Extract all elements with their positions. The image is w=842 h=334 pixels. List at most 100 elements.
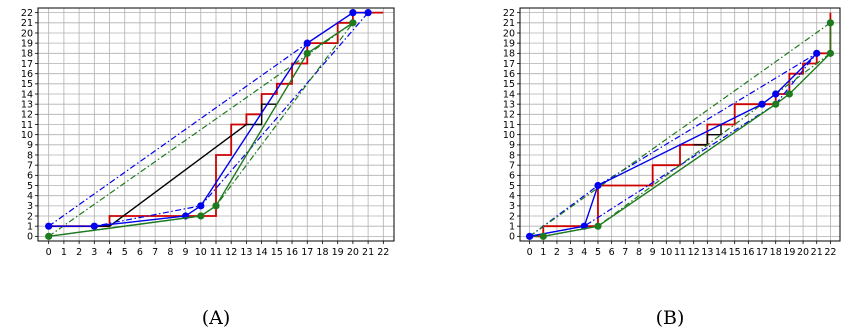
x-tick-label: 19 [332, 247, 344, 258]
y-tick-label: 9 [27, 140, 33, 151]
y-tick-label: 16 [503, 69, 515, 80]
y-tick-label: 3 [27, 201, 33, 212]
data-point-blue [45, 222, 53, 230]
x-tick-label: 14 [256, 247, 268, 258]
x-tick-label: 5 [595, 247, 601, 258]
x-tick-label: 14 [715, 247, 727, 258]
x-tick-label: 20 [347, 247, 359, 258]
y-tick-label: 12 [21, 110, 33, 121]
series-green-line [543, 22, 832, 238]
x-tick-label: 13 [240, 247, 252, 258]
x-tick-label: 0 [46, 247, 52, 258]
y-tick-label: 2 [509, 211, 515, 222]
y-tick-label: 7 [27, 160, 33, 171]
x-tick-label: 19 [783, 247, 795, 258]
x-tick-label: 18 [770, 247, 782, 258]
y-tick-label: 0 [27, 232, 33, 243]
y-tick-label: 20 [503, 28, 515, 39]
data-point-green [826, 49, 835, 57]
data-point-green [349, 19, 357, 27]
x-tick-label: 12 [225, 247, 237, 258]
x-tick-label: 7 [622, 247, 628, 258]
x-tick-label: 6 [137, 247, 143, 258]
data-point-green [212, 202, 220, 210]
data-point-blue [90, 222, 98, 230]
y-tick-label: 18 [21, 49, 33, 60]
x-tick-label: 13 [701, 247, 713, 258]
data-point-green [45, 232, 53, 240]
x-tick-label: 22 [824, 247, 836, 258]
x-tick-label: 3 [568, 247, 574, 258]
x-tick-label: 2 [76, 247, 82, 258]
x-tick-label: 11 [674, 247, 686, 258]
x-tick-label: 7 [152, 247, 158, 258]
data-point-blue [303, 39, 311, 47]
y-tick-label: 8 [27, 150, 33, 161]
x-tick-label: 17 [756, 247, 768, 258]
y-tick-label: 10 [503, 130, 515, 141]
x-tick-label: 15 [271, 247, 283, 258]
x-tick-label: 6 [609, 247, 615, 258]
x-tick-label: 18 [316, 247, 328, 258]
y-tick-label: 20 [21, 28, 33, 39]
x-tick-label: 8 [167, 247, 173, 258]
data-point-green [539, 232, 547, 240]
x-tick-label: 16 [286, 247, 298, 258]
x-tick-label: 4 [581, 247, 587, 258]
y-tick-label: 11 [21, 120, 33, 131]
x-tick-label: 17 [301, 247, 313, 258]
x-tick-label: 22 [377, 247, 389, 258]
data-point-green [594, 222, 602, 230]
y-tick-label: 1 [27, 221, 33, 232]
x-tick-label: 21 [362, 247, 374, 258]
y-tick-label: 6 [509, 171, 515, 182]
x-tick-label: 9 [183, 247, 189, 258]
x-tick-label: 10 [660, 247, 672, 258]
x-tick-label: 21 [811, 247, 823, 258]
y-tick-label: 14 [21, 89, 33, 100]
data-point-blue [594, 181, 602, 190]
y-tick-label: 4 [509, 191, 515, 202]
y-tick-label: 3 [509, 201, 515, 212]
data-point-green [785, 90, 793, 98]
y-tick-label: 16 [21, 69, 33, 80]
y-tick-label: 2 [27, 211, 33, 222]
x-tick-label: 10 [195, 247, 207, 258]
y-tick-label: 7 [509, 160, 515, 171]
x-tick-label: 15 [729, 247, 741, 258]
y-tick-label: 1 [509, 221, 515, 232]
data-point-blue [772, 90, 780, 98]
series-blue-line [529, 52, 818, 238]
x-tick-label: 4 [107, 247, 113, 258]
y-tick-label: 5 [27, 181, 33, 192]
data-point-green [303, 49, 311, 57]
x-tick-label: 2 [554, 247, 560, 258]
y-tick-label: 10 [21, 130, 33, 141]
data-point-green [826, 19, 835, 27]
y-tick-label: 17 [21, 59, 33, 70]
x-tick-label: 0 [527, 247, 533, 258]
data-point-blue [349, 9, 357, 17]
y-tick-label: 11 [503, 120, 515, 131]
chart-panel-2: 0 1 2 3 4 5 6 7 8 9 10 11 12 13 14 15 16 17 18 19 20 21 220123… [503, 7, 841, 329]
chart-panel-1: 0 1 2 3 4 5 6 7 8 9 10 11 12 13 14 15 16 17 18 19 20 21 220123… [21, 7, 395, 329]
x-tick-label: 8 [636, 247, 642, 258]
data-point-green [772, 100, 780, 108]
panel-caption: (A) [202, 307, 231, 329]
series-red-step [529, 12, 832, 238]
y-tick-label: 18 [503, 49, 515, 60]
data-point-blue [526, 232, 534, 240]
y-tick-label: 4 [27, 191, 33, 202]
x-tick-label: 1 [61, 247, 67, 258]
y-tick-label: 15 [21, 79, 33, 90]
data-point-green [197, 212, 205, 220]
x-tick-label: 9 [650, 247, 656, 258]
y-tick-label: 22 [21, 8, 33, 19]
y-tick-label: 13 [21, 99, 33, 110]
y-tick-label: 6 [27, 171, 33, 182]
data-point-blue [197, 202, 205, 210]
y-tick-label: 15 [503, 79, 515, 90]
y-tick-label: 21 [21, 18, 33, 29]
y-tick-label: 13 [503, 99, 515, 110]
